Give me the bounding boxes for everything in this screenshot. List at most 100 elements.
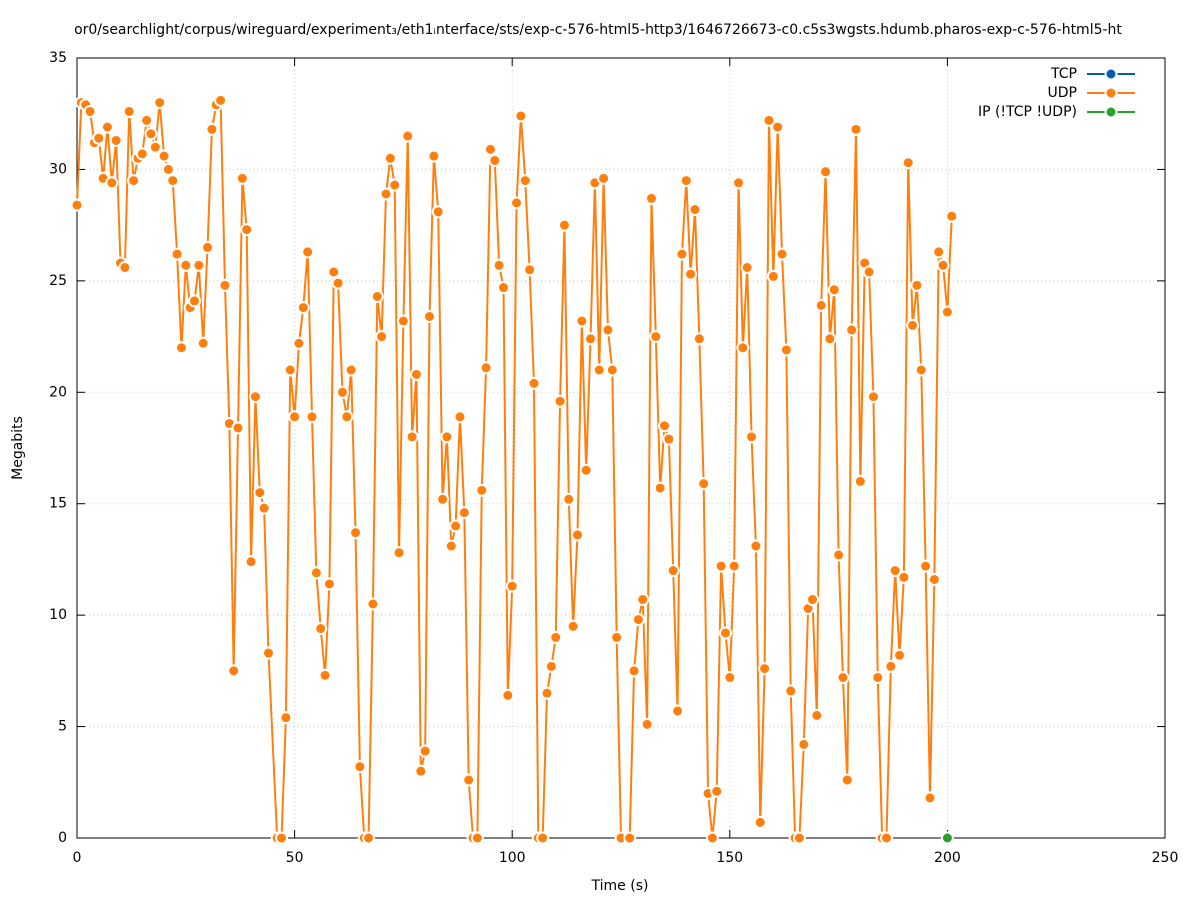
data-point <box>214 93 228 107</box>
data-point <box>805 593 819 607</box>
data-point <box>893 648 907 662</box>
data-point <box>148 140 162 154</box>
data-point <box>679 174 693 188</box>
data-point <box>501 688 515 702</box>
data-point <box>631 613 645 627</box>
data-point <box>819 165 833 179</box>
data-point <box>318 668 332 682</box>
data-point <box>884 659 898 673</box>
data-point <box>305 410 319 424</box>
data-point <box>753 815 767 829</box>
legend-label: IP (!TCP !UDP) <box>978 104 1077 120</box>
data-point <box>723 671 737 685</box>
y-tick-label: 10 <box>49 607 67 623</box>
y-tick-label: 25 <box>49 273 67 289</box>
data-point <box>718 626 732 640</box>
data-point <box>488 154 502 168</box>
data-point <box>257 501 271 515</box>
data-point <box>327 265 341 279</box>
data-point <box>240 223 254 237</box>
data-point <box>832 548 846 562</box>
x-tick-label: 150 <box>716 850 743 866</box>
legend-label: TCP <box>1050 66 1077 82</box>
data-point <box>749 539 763 553</box>
data-point <box>179 258 193 272</box>
data-point <box>235 171 249 185</box>
x-tick-label: 0 <box>73 850 82 866</box>
y-tick-label: 0 <box>58 830 67 846</box>
y-tick-label: 5 <box>58 719 67 735</box>
data-point <box>592 363 606 377</box>
data-point <box>505 579 519 593</box>
data-point <box>201 240 215 254</box>
data-point <box>379 187 393 201</box>
data-point <box>196 336 210 350</box>
data-point <box>253 486 267 500</box>
y-axis-label: Megabits <box>10 416 26 480</box>
data-point <box>140 113 154 127</box>
data-point <box>906 318 920 332</box>
data-point <box>462 773 476 787</box>
data-point <box>745 430 759 444</box>
data-point <box>840 773 854 787</box>
data-point <box>83 104 97 118</box>
data-point <box>492 258 506 272</box>
data-point <box>370 289 384 303</box>
data-point <box>766 269 780 283</box>
data-point <box>771 120 785 134</box>
chart-title: or0/searchlight/corpus/wireguard/experim… <box>74 22 1122 38</box>
data-point <box>514 109 528 123</box>
data-point <box>483 142 497 156</box>
data-point <box>105 176 119 190</box>
data-point <box>309 566 323 580</box>
data-point <box>540 686 554 700</box>
data-point <box>100 120 114 134</box>
data-point <box>109 133 123 147</box>
data-point <box>423 310 437 324</box>
data-point <box>662 432 676 446</box>
data-point <box>192 258 206 272</box>
data-point <box>418 744 432 758</box>
data-point <box>853 474 867 488</box>
data-point <box>523 263 537 277</box>
data-point <box>127 174 141 188</box>
legend-label: UDP <box>1048 85 1077 101</box>
data-point <box>945 209 959 223</box>
data-point <box>170 247 184 261</box>
data-point <box>70 198 84 212</box>
data-point <box>322 577 336 591</box>
data-point <box>610 630 624 644</box>
data-point <box>684 267 698 281</box>
data-point <box>244 555 258 569</box>
data-point <box>940 831 954 844</box>
data-point <box>640 717 654 731</box>
data-point <box>810 708 824 722</box>
data-point <box>335 385 349 399</box>
data-point <box>409 367 423 381</box>
data-point <box>366 597 380 611</box>
data-point <box>218 278 232 292</box>
x-tick-label: 250 <box>1152 850 1179 866</box>
x-tick-label: 200 <box>934 850 961 866</box>
data-point <box>627 664 641 678</box>
data-point <box>736 341 750 355</box>
data-point <box>449 519 463 533</box>
data-point <box>510 196 524 210</box>
data-point <box>279 711 293 725</box>
data-point <box>153 96 167 110</box>
data-point <box>174 341 188 355</box>
data-point <box>396 314 410 328</box>
data-point <box>470 831 484 844</box>
data-point <box>666 564 680 578</box>
data-point <box>862 265 876 279</box>
data-point <box>914 363 928 377</box>
data-point <box>827 283 841 297</box>
y-tick-label: 35 <box>49 50 67 66</box>
data-point <box>849 122 863 136</box>
data-point <box>675 247 689 261</box>
data-point <box>936 258 950 272</box>
data-point <box>940 305 954 319</box>
data-point <box>758 662 772 676</box>
data-point <box>792 831 806 844</box>
data-point <box>740 260 754 274</box>
